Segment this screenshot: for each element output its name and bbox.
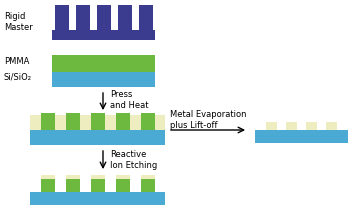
Bar bbox=[40, 178, 55, 192]
Bar bbox=[65, 175, 80, 179]
Bar bbox=[141, 175, 154, 179]
Text: PMMA: PMMA bbox=[4, 58, 29, 67]
Bar bbox=[55, 5, 69, 30]
Bar bbox=[286, 122, 297, 130]
Bar bbox=[30, 115, 165, 130]
Bar bbox=[30, 192, 165, 205]
Bar bbox=[141, 113, 154, 130]
Text: Metal Evaporation
plus Lift-off: Metal Evaporation plus Lift-off bbox=[170, 110, 246, 130]
Bar bbox=[326, 122, 337, 130]
Bar bbox=[138, 5, 153, 30]
Text: Rigid
Master: Rigid Master bbox=[4, 12, 33, 32]
Bar bbox=[306, 122, 317, 130]
Bar bbox=[40, 113, 55, 130]
Bar bbox=[52, 55, 155, 72]
Bar bbox=[115, 175, 130, 179]
Bar bbox=[266, 122, 277, 130]
Bar bbox=[115, 113, 130, 130]
Bar bbox=[141, 178, 154, 192]
Bar bbox=[255, 130, 348, 143]
Bar bbox=[97, 5, 110, 30]
Bar bbox=[65, 178, 80, 192]
Bar bbox=[40, 175, 55, 179]
Bar bbox=[118, 5, 131, 30]
Bar bbox=[65, 113, 80, 130]
Bar bbox=[91, 113, 104, 130]
Bar bbox=[30, 130, 165, 145]
Text: Press
and Heat: Press and Heat bbox=[110, 90, 148, 110]
Bar bbox=[75, 5, 90, 30]
Text: Reactive
Ion Etching: Reactive Ion Etching bbox=[110, 150, 157, 170]
Bar bbox=[52, 72, 155, 87]
Bar bbox=[91, 178, 104, 192]
Bar bbox=[52, 30, 155, 40]
Bar bbox=[115, 178, 130, 192]
Text: Si/SiO₂: Si/SiO₂ bbox=[4, 73, 32, 82]
Bar bbox=[91, 175, 104, 179]
